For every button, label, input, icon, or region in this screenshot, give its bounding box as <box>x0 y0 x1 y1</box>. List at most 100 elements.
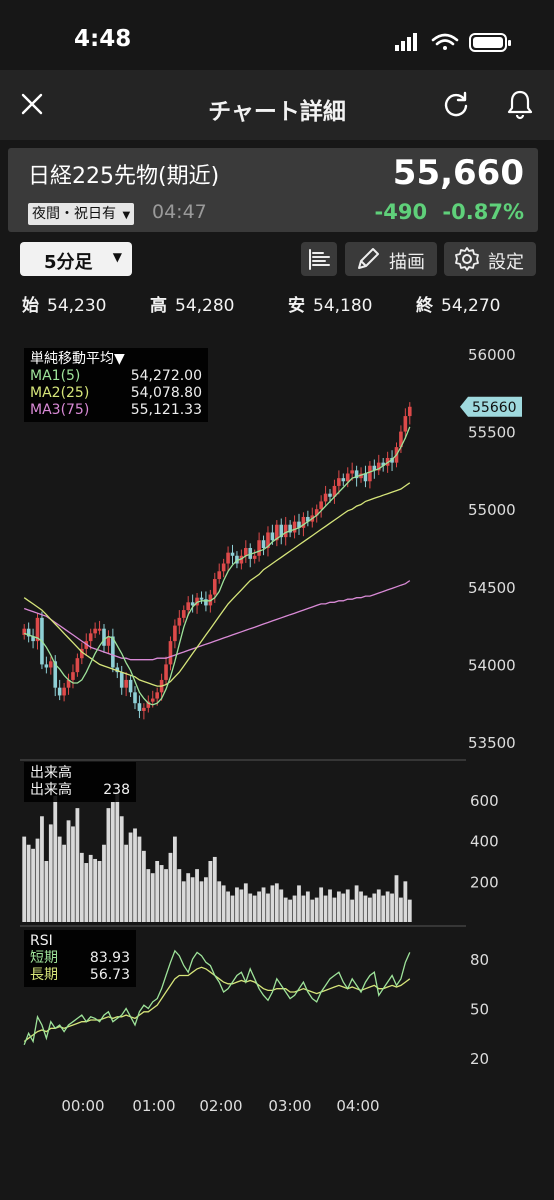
volume-bar <box>239 889 244 922</box>
volume-bar <box>44 861 49 922</box>
candle <box>252 555 257 559</box>
price-change: -490 -0.87% <box>375 200 524 224</box>
volume-bar <box>124 844 129 922</box>
ma2-line <box>23 482 411 687</box>
gear-icon <box>455 247 479 271</box>
candle <box>142 707 146 711</box>
volume-bar <box>88 854 93 922</box>
candle <box>292 521 297 533</box>
candle <box>239 555 244 564</box>
candle <box>102 628 106 646</box>
wifi-icon <box>431 33 459 50</box>
volume-bar <box>314 897 319 922</box>
ma2-value: 54,078.80 <box>130 385 202 401</box>
rsi-short-label: 短期 <box>30 950 58 966</box>
volume-bar <box>106 808 111 922</box>
candle <box>53 661 58 688</box>
rsi-tick-label: 50 <box>470 1001 489 1019</box>
volume-bar <box>119 816 124 922</box>
volume-bar <box>390 893 394 922</box>
ohlc-high: 高 54,280 <box>150 296 235 316</box>
volume-bar <box>323 895 328 922</box>
layout-button[interactable] <box>301 242 337 276</box>
volume-bar <box>372 893 377 922</box>
candle <box>403 416 408 432</box>
settings-button[interactable]: 設定 <box>444 242 536 276</box>
candle <box>407 406 412 417</box>
candle <box>75 658 80 673</box>
close-icon[interactable] <box>18 90 46 118</box>
volume-bar <box>164 869 168 922</box>
volume-bar <box>274 883 279 922</box>
session-badge[interactable]: 夜間・祝日有 ▼ <box>28 203 135 225</box>
ma-legend[interactable]: 単純移動平均▼ MA1(5) 54,272.00 MA2(25) 54,078.80… <box>24 348 208 422</box>
volume-value: 238 <box>103 782 130 798</box>
ohlc-close: 終 54,270 <box>416 296 501 316</box>
candle <box>257 540 261 556</box>
volume-bar <box>128 832 133 922</box>
draw-button[interactable]: 描画 <box>345 242 437 276</box>
volume-bar <box>279 889 284 922</box>
ma3-label: MA3(75) <box>30 402 90 418</box>
candle <box>248 548 253 559</box>
last-price-tag <box>460 396 522 417</box>
volume-bar <box>97 861 102 922</box>
volume-bar <box>150 873 155 922</box>
candle <box>173 625 177 642</box>
volume-bar <box>345 889 350 922</box>
refresh-icon[interactable] <box>441 90 471 120</box>
volume-bar <box>350 899 355 922</box>
candle <box>363 473 368 482</box>
candle <box>244 548 248 556</box>
candle <box>341 478 346 482</box>
volume-bar <box>266 893 270 922</box>
volume-bar <box>79 852 84 922</box>
volume-bar <box>57 836 62 922</box>
volume-bar <box>48 824 53 922</box>
ma-legend-title: 単純移動平均▼ <box>30 351 125 367</box>
candle <box>26 628 31 637</box>
ma1-line <box>23 426 411 706</box>
page-title: チャート詳細 <box>208 99 346 125</box>
candle <box>106 636 111 646</box>
candle <box>164 664 168 680</box>
candle <box>195 597 199 606</box>
volume-bar <box>394 875 399 922</box>
settings-label: 設定 <box>488 252 524 273</box>
volume-bar <box>376 889 381 922</box>
volume-bar <box>66 820 71 922</box>
volume-bar <box>172 836 177 922</box>
period-select[interactable]: 5分足 ▼ <box>20 242 132 276</box>
price-chart[interactable]: 56000 55500 55000 54500 54000 53500 55660 600 40… <box>0 330 554 1130</box>
candle <box>155 692 159 699</box>
candle <box>93 628 97 634</box>
volume-bar <box>270 885 275 922</box>
period-label: 5分足 <box>44 252 93 273</box>
bell-icon[interactable] <box>504 88 536 120</box>
quote-time: 04:47 <box>152 201 207 223</box>
list-layout-icon <box>309 249 330 270</box>
volume-bar <box>381 895 386 922</box>
candle <box>84 641 89 649</box>
volume-bar <box>257 891 262 922</box>
candle <box>177 617 182 626</box>
candle <box>230 552 235 556</box>
volume-bar <box>26 844 31 922</box>
rsi-title: RSI <box>30 933 53 949</box>
candle <box>261 540 266 548</box>
time-tick-label: 02:00 <box>199 1097 242 1115</box>
candle <box>328 493 332 497</box>
candle <box>97 628 102 631</box>
volume-bar <box>261 887 266 922</box>
volume-bar <box>133 828 137 922</box>
candle <box>399 431 403 448</box>
candle <box>306 516 310 522</box>
candle <box>212 579 217 595</box>
volume-bar <box>336 891 341 922</box>
candle <box>146 701 151 708</box>
volume-bar <box>354 885 359 922</box>
volume-tick-label: 400 <box>470 833 499 851</box>
price-tick-label: 54000 <box>468 656 516 674</box>
caret-down-icon: ▼ <box>112 250 122 264</box>
pencil-icon <box>358 248 379 269</box>
